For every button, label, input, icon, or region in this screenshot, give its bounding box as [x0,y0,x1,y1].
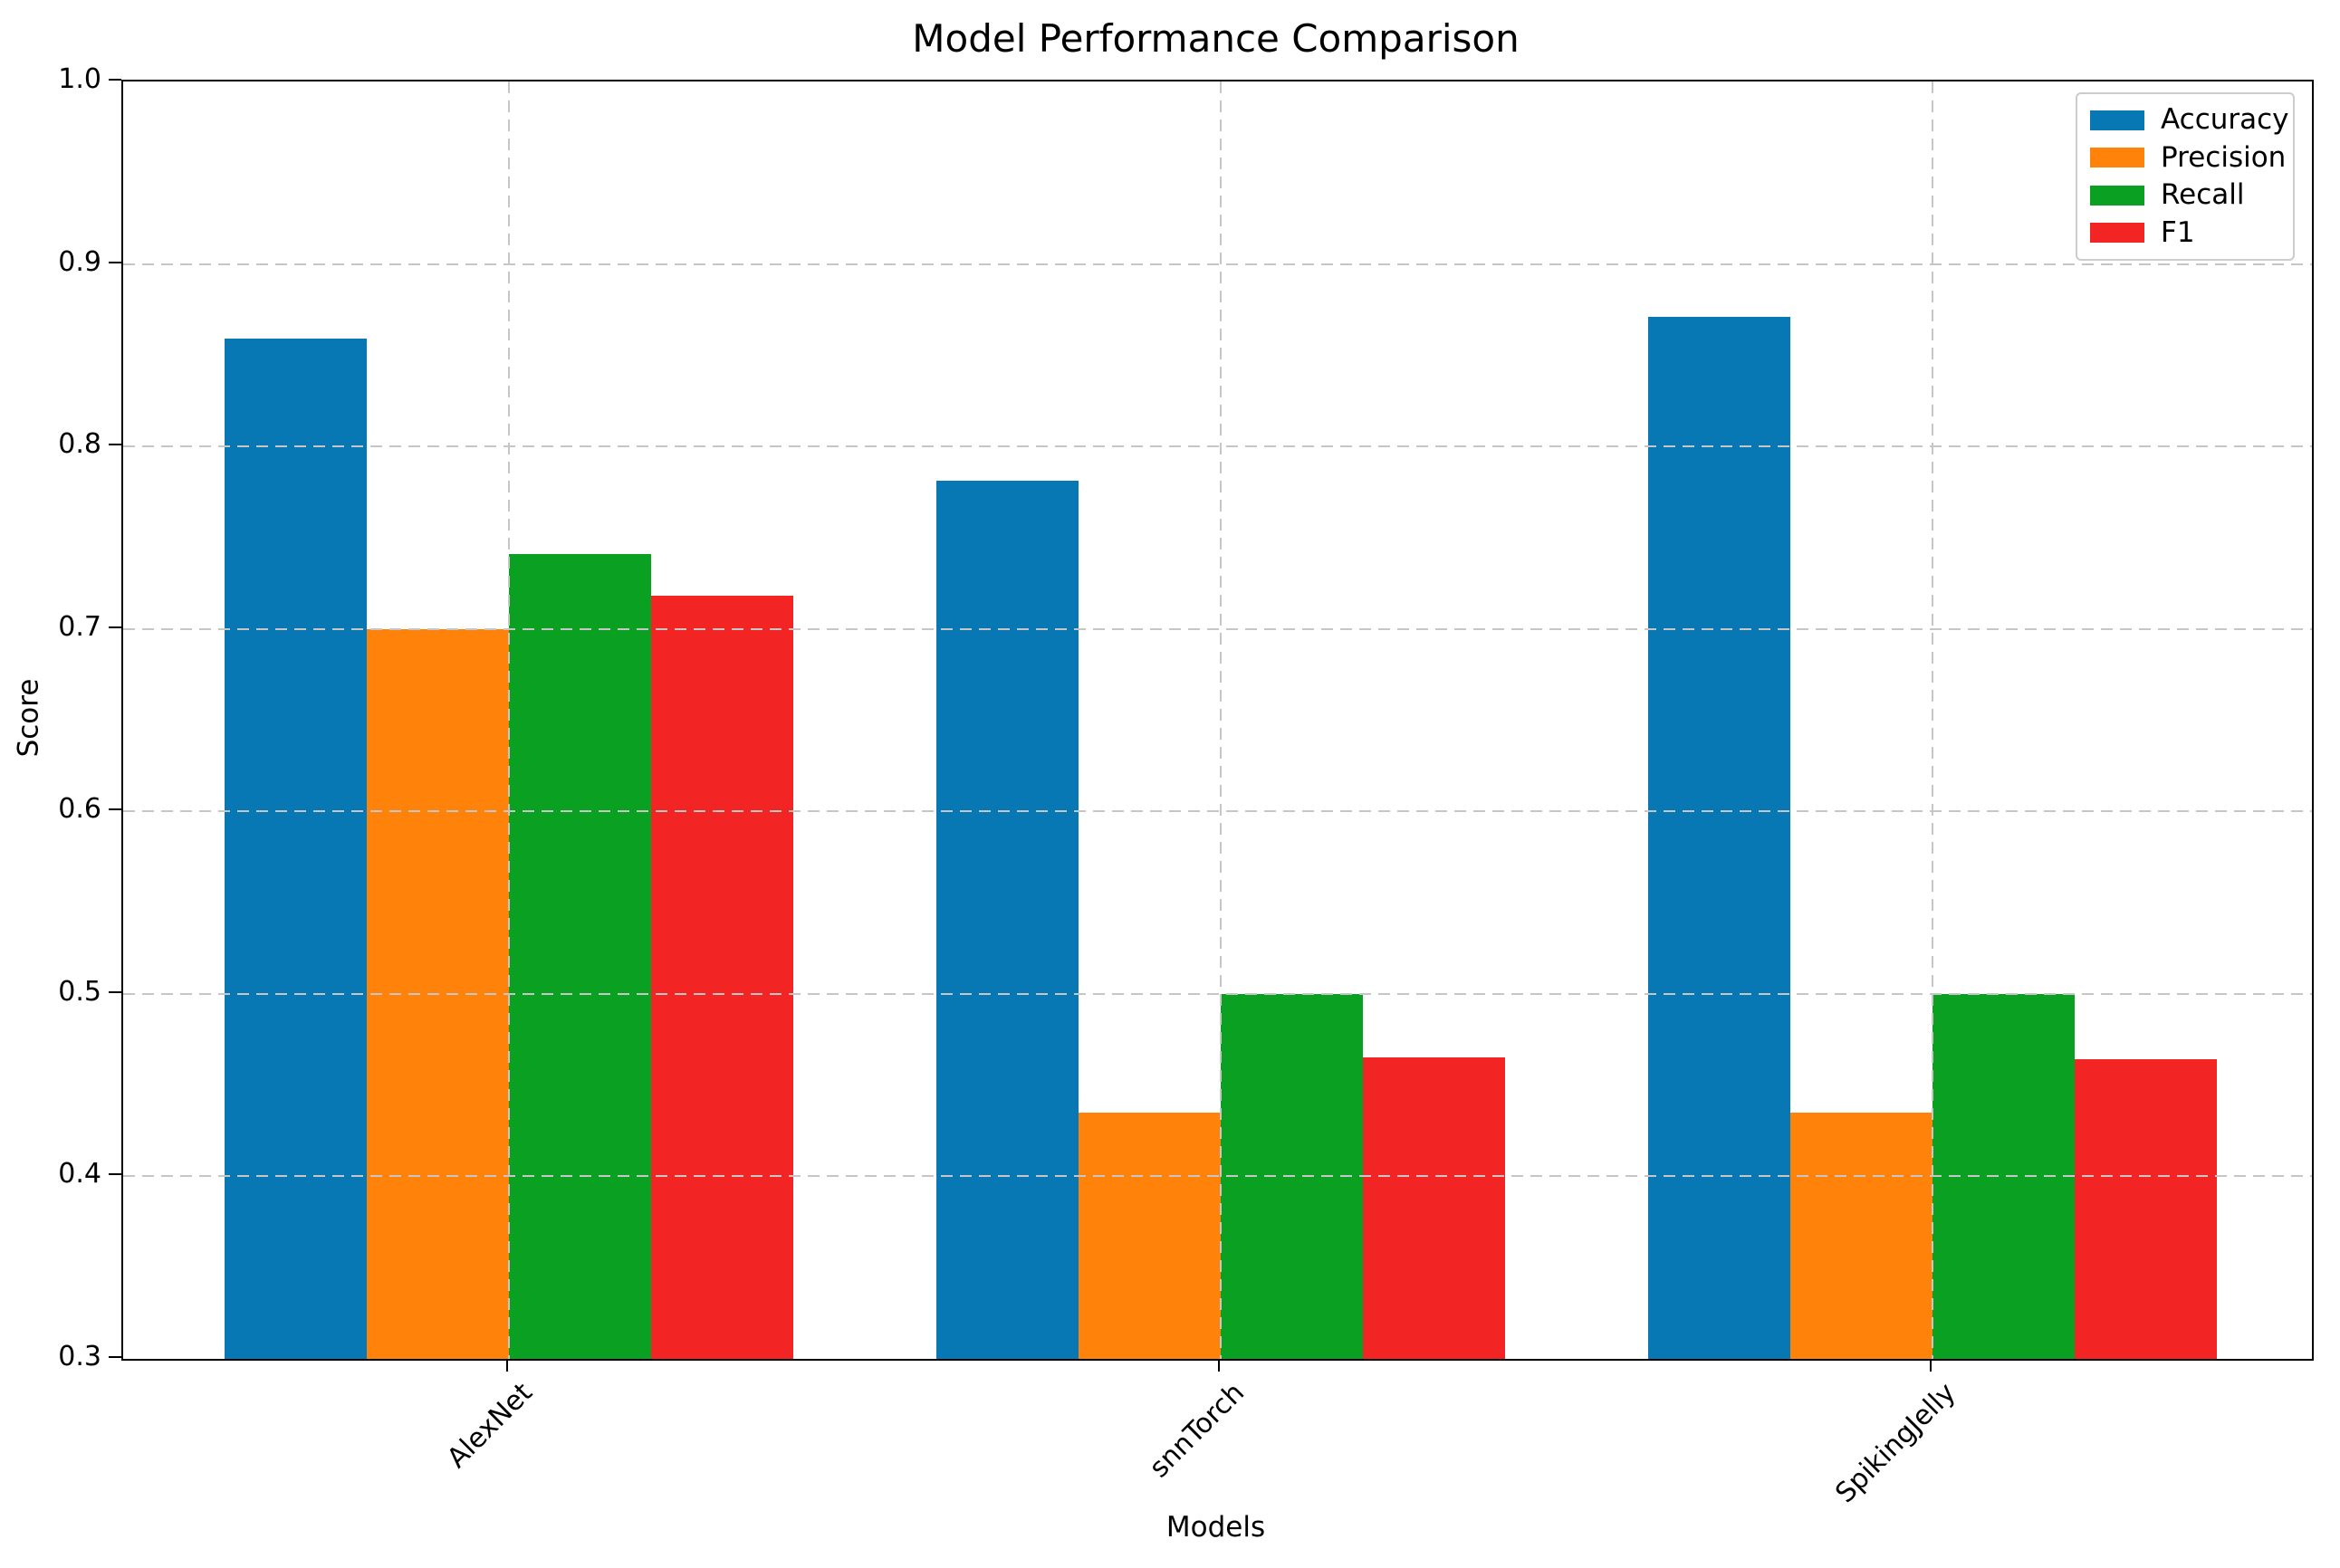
x-tick-label-AlexNet: AlexNet [441,1376,539,1475]
gridline-horizontal-0.8 [123,445,2312,448]
x-tick-mark-SpikingJelly [1930,1359,1932,1372]
y-tick-mark-0.5 [109,990,121,993]
y-tick-mark-1.0 [109,79,121,81]
y-tick-label-0.3: 0.3 [58,1341,101,1372]
legend: Accuracy Precision Recall F1 [2076,92,2295,261]
y-tick-mark-0.6 [109,808,121,811]
legend-swatch-Accuracy [2090,110,2144,130]
gridline-vertical-SpikingJelly [1932,81,1933,1359]
legend-item-Accuracy: Accuracy [2090,106,2289,134]
gridline-horizontal-0.9 [123,263,2312,265]
x-tick-mark-AlexNet [506,1359,508,1372]
legend-swatch-Precision [2090,148,2144,168]
y-tick-mark-0.9 [109,261,121,263]
legend-label-Recall: Recall [2161,178,2245,212]
bar-snnTorch-Accuracy [936,481,1079,1359]
gridline-horizontal-0.5 [123,992,2312,995]
gridline-horizontal-0.4 [123,1175,2312,1178]
legend-swatch-Recall [2090,185,2144,206]
legend-label-Precision: Precision [2161,140,2287,174]
legend-item-F1: F1 [2090,215,2280,249]
y-tick-mark-0.7 [109,626,121,628]
bar-AlexNet-Recall [509,554,651,1359]
gridline-vertical-AlexNet [508,81,510,1359]
x-tick-mark-snnTorch [1218,1359,1220,1372]
y-tick-mark-0.3 [109,1356,121,1358]
y-tick-label-0.5: 0.5 [58,975,101,1008]
y-tick-label-0.9: 0.9 [58,245,101,278]
legend-swatch-F1 [2090,223,2144,244]
y-tick-label-1.0: 1.0 [58,63,101,95]
bar-AlexNet-Accuracy [225,339,367,1359]
y-tick-label-0.8: 0.8 [58,428,101,461]
y-tick-label-0.7: 0.7 [58,610,101,643]
y-tick-label-0.4: 0.4 [58,1158,101,1190]
bar-SpikingJelly-Accuracy [1648,317,1790,1359]
legend-item-Precision: Precision [2090,143,2286,172]
y-axis-label: Score [12,678,45,758]
bar-AlexNet-F1 [651,596,793,1359]
y-tick-mark-0.8 [109,444,121,446]
y-tick-mark-0.4 [109,1173,121,1176]
bar-snnTorch-F1 [1363,1057,1505,1359]
x-axis-label: Models [1165,1511,1266,1544]
legend-label-F1: F1 [2161,215,2195,249]
gridline-vertical-snnTorch [1220,81,1222,1359]
chart-title: Model Performance Comparison [912,16,1520,61]
legend-item-Recall: Recall [2090,181,2280,209]
legend-label-Accuracy: Accuracy [2161,103,2289,137]
bar-SpikingJelly-Precision [1790,1112,1932,1359]
gridline-horizontal-0.7 [123,627,2312,630]
plot-area [121,80,2314,1361]
gridline-horizontal-0.6 [123,810,2312,813]
x-tick-label-SpikingJelly: SpikingJelly [1829,1376,1962,1510]
bar-SpikingJelly-F1 [2075,1059,2217,1359]
bar-snnTorch-Precision [1079,1112,1221,1359]
x-tick-label-snnTorch: snnTorch [1143,1376,1251,1485]
y-tick-label-0.6: 0.6 [58,793,101,826]
